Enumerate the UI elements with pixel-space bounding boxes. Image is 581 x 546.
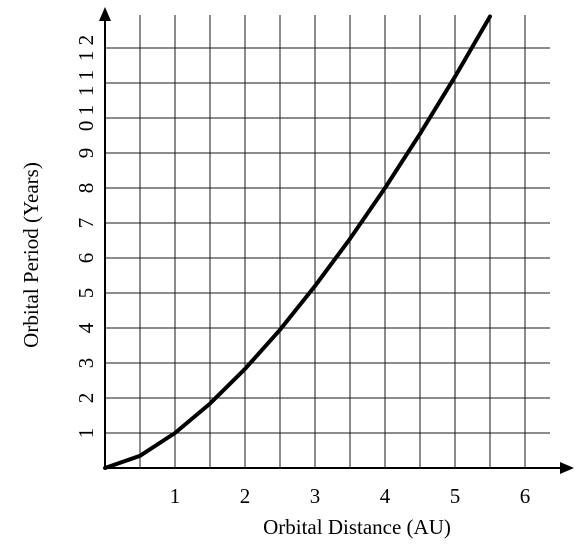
axes bbox=[99, 7, 574, 474]
y-tick-label: 3 bbox=[74, 358, 98, 369]
x-axis-arrow-icon bbox=[560, 462, 574, 474]
y-tick-label: 2 bbox=[74, 393, 98, 404]
y-tick-label: 7 bbox=[74, 218, 98, 229]
x-tick-label: 2 bbox=[240, 484, 251, 508]
x-tick-labels: 1 2 3 4 5 6 bbox=[170, 484, 531, 508]
y-tick-label: 1 2 bbox=[74, 35, 98, 61]
y-tick-label: 1 1 bbox=[74, 70, 98, 96]
y-tick-label: 5 bbox=[74, 288, 98, 299]
grid bbox=[105, 15, 550, 468]
x-tick-label: 3 bbox=[310, 484, 321, 508]
y-tick-label: 8 bbox=[74, 183, 98, 194]
y-tick-label: 9 bbox=[74, 148, 98, 159]
x-tick-label: 4 bbox=[380, 484, 391, 508]
y-tick-label: 1 bbox=[74, 428, 98, 439]
y-axis-arrow-icon bbox=[99, 7, 111, 21]
y-axis-label: Orbital Period (Years) bbox=[19, 162, 43, 348]
x-axis-label: Orbital Distance (AU) bbox=[263, 515, 451, 539]
y-tick-label: 6 bbox=[74, 253, 98, 264]
x-tick-label: 5 bbox=[450, 484, 461, 508]
y-tick-labels: 1 2 3 4 5 6 7 8 9 0 1 1 1 1 2 bbox=[74, 35, 98, 438]
y-tick-label: 0 1 bbox=[74, 105, 98, 131]
x-tick-label: 1 bbox=[170, 484, 181, 508]
series-line bbox=[103, 14, 492, 470]
y-tick-label: 4 bbox=[74, 322, 98, 333]
x-tick-label: 6 bbox=[520, 484, 531, 508]
